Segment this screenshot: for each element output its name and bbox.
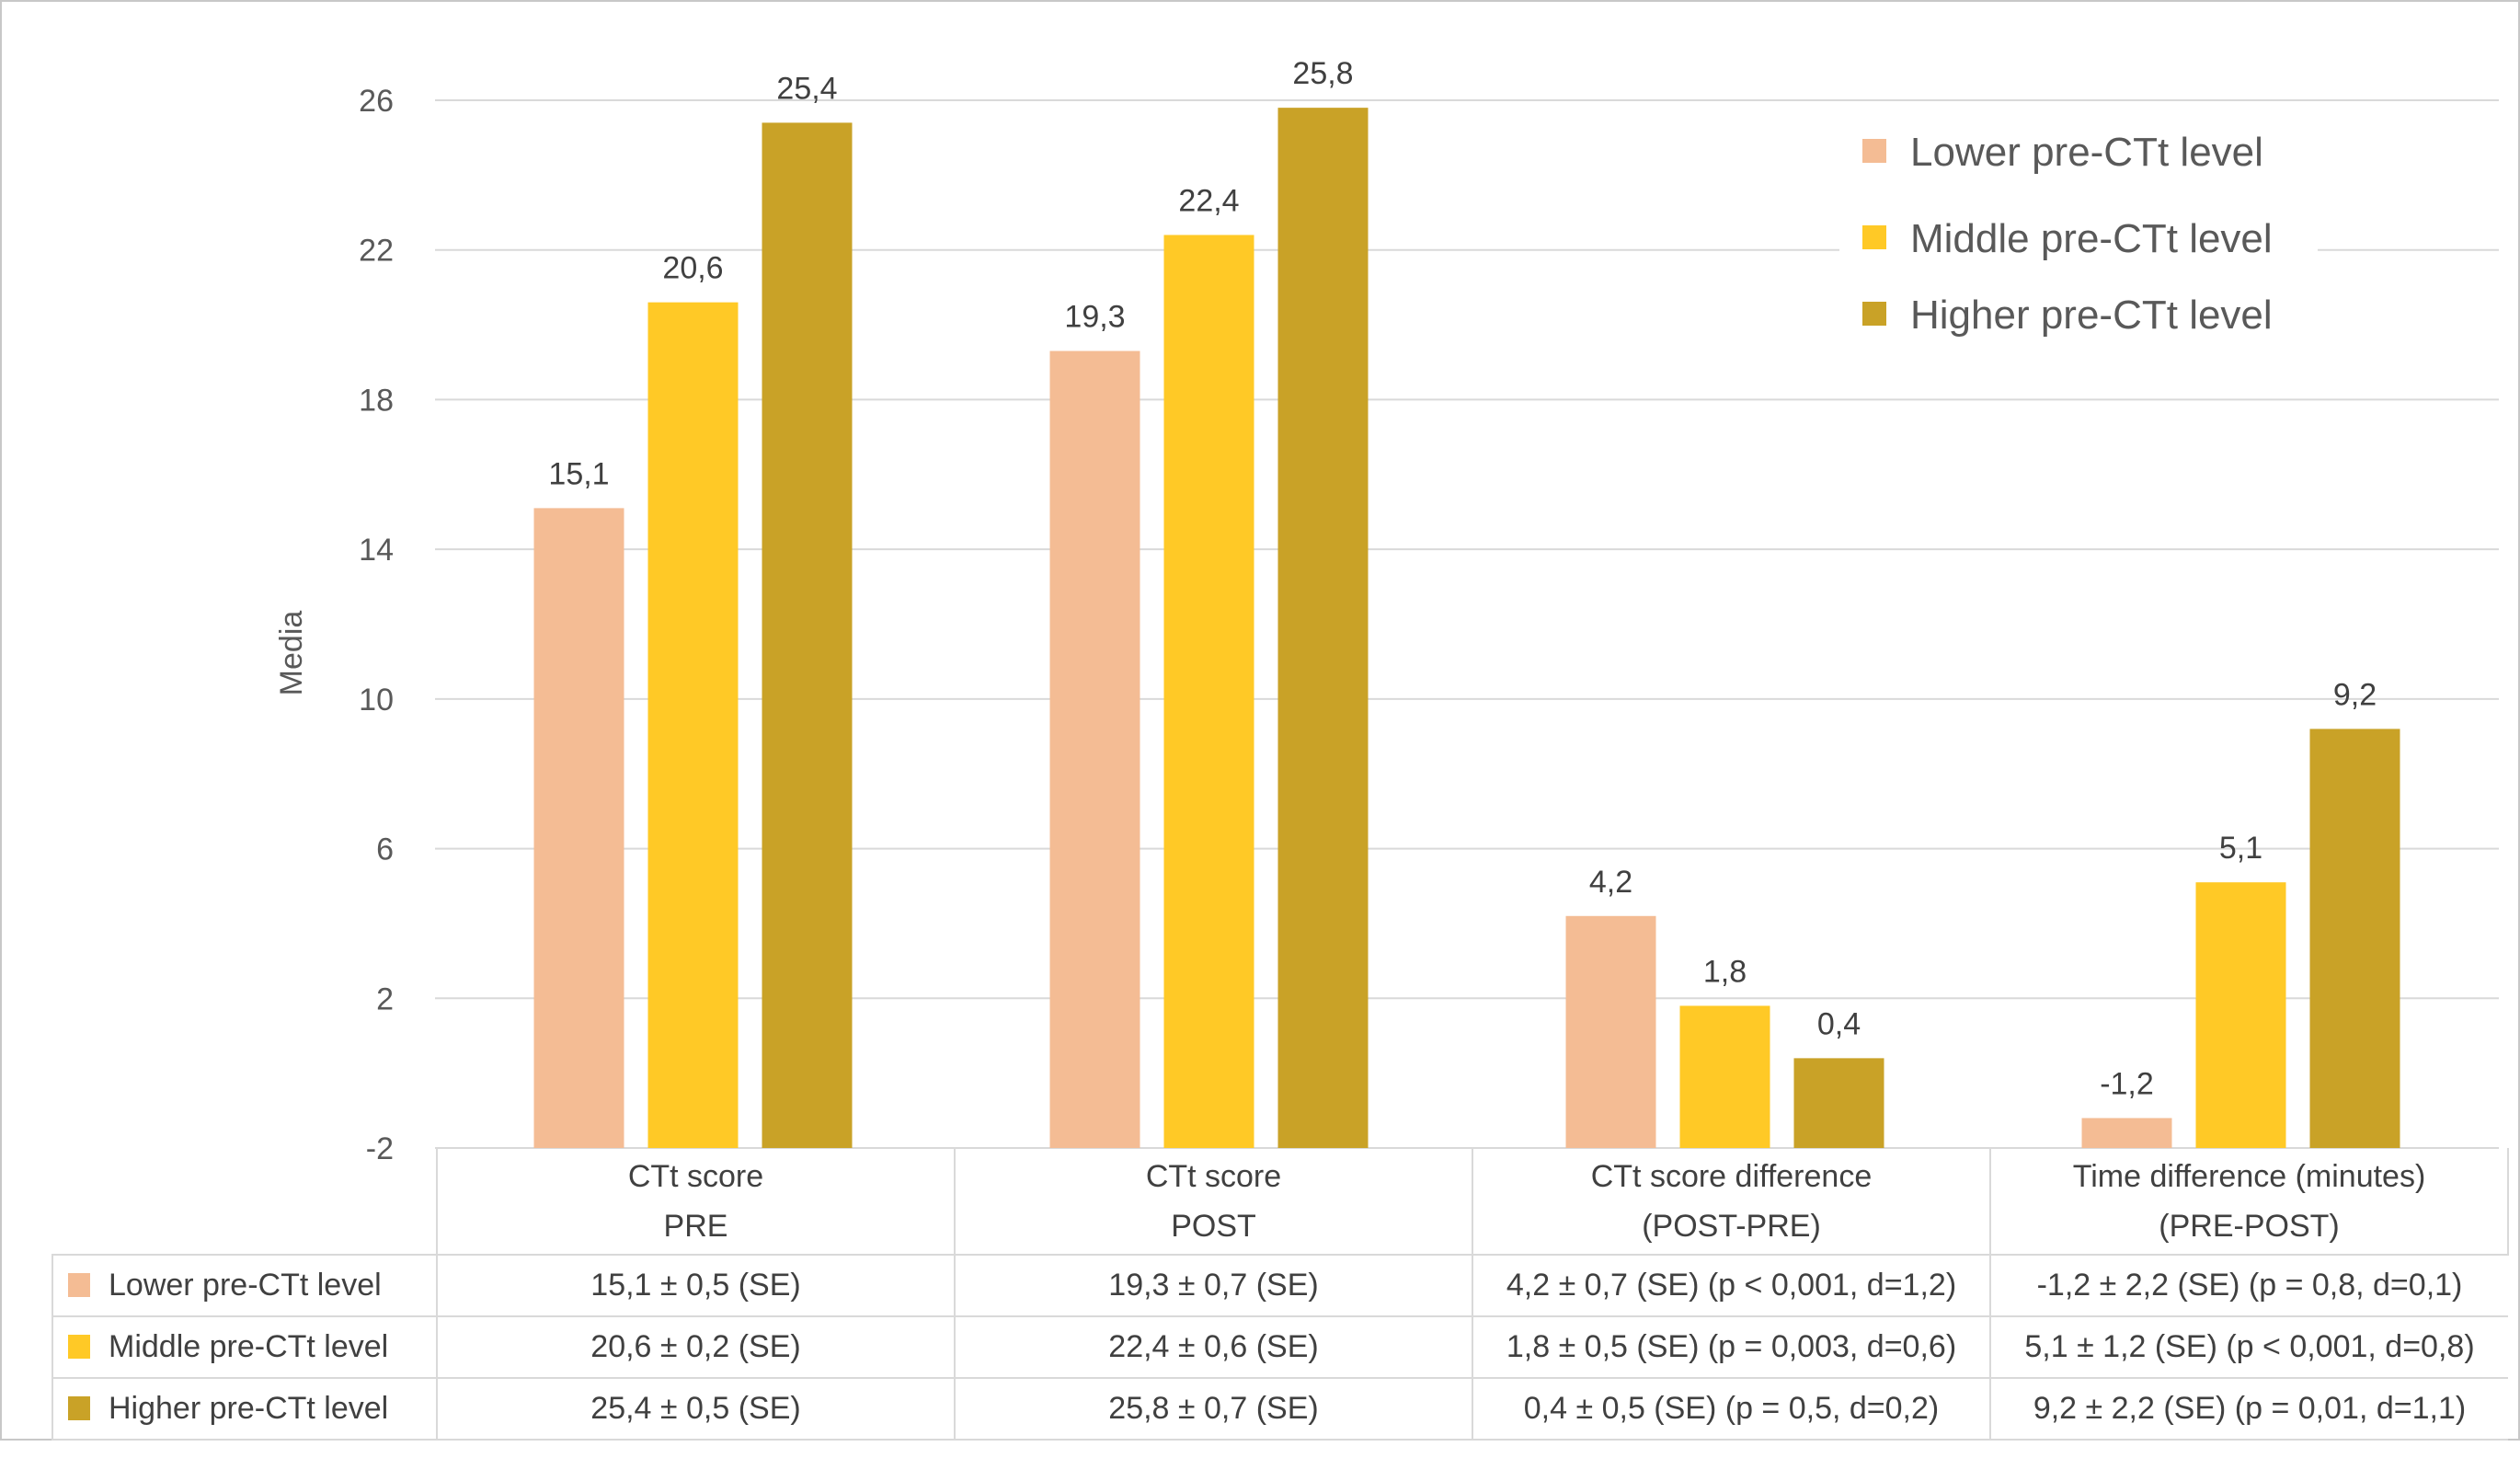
data-label: 19,3 xyxy=(1064,300,1125,335)
y-tick-label: 18 xyxy=(359,383,394,418)
bar xyxy=(533,508,624,1148)
category-header: Time difference (minutes) (PRE-POST) xyxy=(1989,1148,2509,1256)
data-label: 9,2 xyxy=(2333,677,2377,712)
table-cell: 0,4 ± 0,5 (SE) (p = 0,5, d=0,2) xyxy=(1472,1377,1991,1441)
bar xyxy=(2195,882,2286,1148)
bar xyxy=(1163,235,1254,1148)
y-tick-label: 14 xyxy=(359,533,394,568)
table-cell: -1,2 ± 2,2 (SE) (p = 0,8, d=0,1) xyxy=(1989,1254,2508,1317)
legend-swatch xyxy=(1862,302,1886,326)
bar xyxy=(1679,1005,1770,1148)
y-tick-label: 22 xyxy=(359,234,394,269)
row-label: Lower pre-CTt level xyxy=(52,1254,438,1317)
bar xyxy=(2081,1118,2172,1148)
legend-key-swatch xyxy=(68,1396,90,1420)
legend-label: Higher pre-CTt level xyxy=(1910,293,2273,338)
legend-label: Middle pre-CTt level xyxy=(1910,216,2273,261)
y-tick-label: 2 xyxy=(376,982,394,1016)
bar xyxy=(1049,350,1140,1149)
y-tick-label: 26 xyxy=(359,84,394,119)
y-axis-label: Media xyxy=(274,611,309,696)
category-header: CTt score PRE xyxy=(436,1148,956,1256)
legend-swatch xyxy=(1862,225,1886,249)
table-cell: 22,4 ± 0,6 (SE) xyxy=(954,1315,1473,1379)
bar xyxy=(647,302,739,1148)
table-row: Middle pre-CTt level 20,6 ± 0,2 (SE) 22,4 … xyxy=(52,1315,2508,1379)
table-cell: 4,2 ± 0,7 (SE) (p < 0,001, d=1,2) xyxy=(1472,1254,1991,1317)
category-label-line: PRE xyxy=(663,1208,728,1244)
data-label: 1,8 xyxy=(1703,954,1747,989)
table-corner xyxy=(52,1148,438,1255)
category-label-line: (PRE-POST) xyxy=(2159,1208,2340,1244)
data-label: 25,4 xyxy=(776,71,837,106)
category-label-line: (POST-PRE) xyxy=(1642,1208,1821,1244)
table-cell: 1,8 ± 0,5 (SE) (p = 0,003, d=0,6) xyxy=(1472,1315,1991,1379)
bar xyxy=(762,122,853,1149)
category-label-line: CTt score xyxy=(627,1158,764,1194)
data-label: 25,8 xyxy=(1292,56,1353,91)
y-tick-label: 6 xyxy=(376,832,394,867)
y-tick-label: 10 xyxy=(359,683,394,718)
table-cell: 15,1 ± 0,5 (SE) xyxy=(436,1254,956,1317)
category-label-line: Time difference (minutes) xyxy=(2072,1158,2426,1194)
table-cell: 5,1 ± 1,2 (SE) (p < 0,001, d=0,8) xyxy=(1989,1315,2508,1379)
data-label: 4,2 xyxy=(1589,865,1632,900)
table-cell: 25,8 ± 0,7 (SE) xyxy=(954,1377,1473,1441)
table-cell: 20,6 ± 0,2 (SE) xyxy=(436,1315,956,1379)
bar xyxy=(1565,915,1656,1148)
legend-key-swatch xyxy=(68,1335,90,1359)
category-label-line: CTt score difference xyxy=(1590,1158,1873,1194)
table-row: Lower pre-CTt level 15,1 ± 0,5 (SE) 19,3 ±… xyxy=(52,1254,2508,1317)
data-table: CTt score PRE CTt score POST CTt score diffe… xyxy=(52,1148,2509,1441)
data-label: 0,4 xyxy=(1817,1006,1861,1041)
category-header: CTt score difference (POST-PRE) xyxy=(1472,1148,1991,1256)
row-label: Higher pre-CTt level xyxy=(52,1377,438,1441)
bar xyxy=(1793,1058,1884,1148)
table-cell: 19,3 ± 0,7 (SE) xyxy=(954,1254,1473,1317)
row-label-text: Higher pre-CTt level xyxy=(109,1391,389,1426)
legend-background xyxy=(1839,106,2318,354)
category-label-line: CTt score xyxy=(1145,1158,1282,1194)
row-label-text: Middle pre-CTt level xyxy=(109,1329,389,1364)
table-cell: 9,2 ± 2,2 (SE) (p = 0,01, d=1,1) xyxy=(1989,1377,2508,1441)
data-label: 20,6 xyxy=(662,251,723,286)
legend-label: Lower pre-CTt level xyxy=(1910,130,2263,175)
table-cell: 25,4 ± 0,5 (SE) xyxy=(436,1377,956,1441)
row-label-text: Lower pre-CTt level xyxy=(109,1268,382,1303)
bar xyxy=(2309,729,2400,1148)
legend-swatch xyxy=(1862,139,1886,163)
table-row: Higher pre-CTt level 25,4 ± 0,5 (SE) 25,8 … xyxy=(52,1377,2508,1441)
legend-key-swatch xyxy=(68,1273,90,1297)
data-label: 15,1 xyxy=(548,456,609,491)
category-header: CTt score POST xyxy=(954,1148,1473,1256)
bar xyxy=(1277,108,1369,1148)
row-label: Middle pre-CTt level xyxy=(52,1315,438,1379)
data-label: -1,2 xyxy=(2100,1066,2154,1101)
data-label: 22,4 xyxy=(1178,183,1239,218)
data-label: 5,1 xyxy=(2219,831,2262,866)
category-label-line: POST xyxy=(1171,1208,1256,1244)
table-header-row: CTt score PRE CTt score POST CTt score diffe… xyxy=(52,1148,2509,1256)
